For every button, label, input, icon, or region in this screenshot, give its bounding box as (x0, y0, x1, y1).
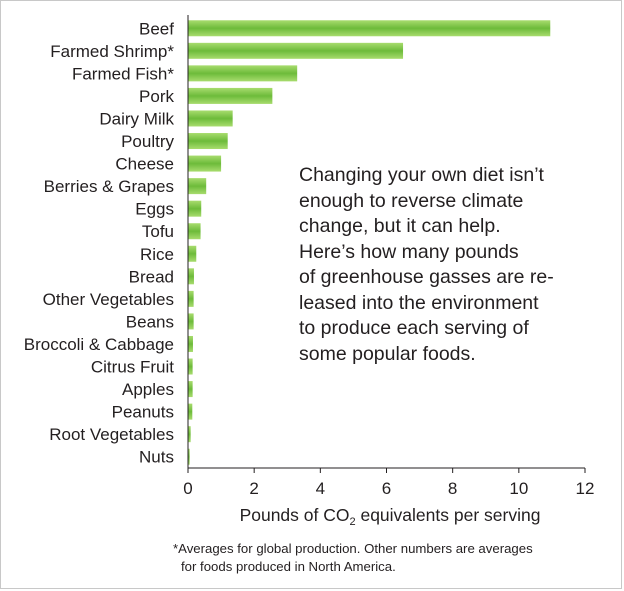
category-label: Apples (122, 380, 174, 399)
bar (188, 403, 193, 420)
footnote: *Averages for global production. Other n… (173, 540, 623, 576)
annotation-text: Changing your own diet isn’t enough to r… (299, 163, 599, 367)
x-tick-label: 4 (316, 479, 325, 498)
annotation-line: Changing your own diet isn’t (299, 164, 544, 186)
bar (188, 133, 228, 150)
x-tick-label: 12 (576, 479, 595, 498)
x-tick-label: 2 (249, 479, 258, 498)
category-label: Pork (139, 87, 174, 106)
category-label: Rice (140, 245, 174, 264)
x-axis-label-pre: Pounds of CO (240, 505, 350, 525)
annotation-line: of greenhouse gasses are re- (299, 266, 554, 288)
bar (188, 426, 191, 443)
bar (188, 335, 193, 352)
category-labels: Beef Farmed Shrimp* Farmed Fish* Pork Dairy … (24, 19, 175, 466)
x-axis-label-post: equivalents per serving (356, 505, 541, 525)
bar (188, 200, 202, 217)
bar (188, 110, 233, 127)
category-label: Tofu (142, 222, 174, 241)
category-label: Dairy Milk (99, 109, 174, 128)
category-label: Citrus Fruit (91, 358, 174, 377)
category-label: Bread (129, 267, 174, 286)
category-label: Berries & Grapes (44, 177, 174, 196)
category-label: Nuts (139, 448, 174, 467)
footnote-line-2: for foods produced in North America. (181, 559, 396, 574)
category-label: Beans (126, 312, 174, 331)
bar (188, 313, 194, 330)
category-label: Farmed Shrimp* (50, 42, 174, 61)
category-label: Poultry (121, 132, 174, 151)
x-tick-label: 10 (509, 479, 528, 498)
bars-group (188, 20, 551, 465)
bar (188, 155, 222, 172)
bar (188, 268, 194, 285)
x-axis-label-sub: 2 (349, 516, 355, 528)
category-label: Farmed Fish* (72, 64, 174, 83)
bar (188, 65, 298, 82)
bar (188, 245, 197, 262)
annotation-line: Here’s how many pounds (299, 240, 519, 263)
bar (188, 178, 207, 195)
annotation-line: some popular foods. (299, 342, 476, 365)
x-tick-label: 0 (183, 479, 192, 498)
category-label: Other Vegetables (43, 290, 174, 309)
x-tick-label: 8 (448, 479, 457, 498)
bar (188, 20, 551, 37)
category-label: Cheese (115, 155, 174, 174)
footnote-line-1: *Averages for global production. Other n… (173, 541, 533, 556)
bar (188, 42, 404, 59)
bar (188, 223, 201, 240)
annotation-line: change, but it can help. (299, 215, 501, 237)
category-label: Root Vegetables (49, 425, 174, 444)
annotation-line: enough to reverse climate (299, 189, 524, 212)
category-label: Beef (139, 19, 174, 38)
x-ticks: 0 2 4 6 8 10 12 (183, 468, 594, 498)
x-tick-label: 6 (382, 479, 391, 498)
category-label: Peanuts (112, 403, 174, 422)
annotation-line: leased into the environment (299, 291, 539, 314)
annotation-line: to produce each serving of (299, 317, 529, 339)
category-label: Broccoli & Cabbage (24, 335, 174, 354)
x-axis-label: Pounds of CO2 equivalents per serving (240, 505, 541, 528)
bar (188, 290, 194, 307)
bar (188, 448, 190, 465)
bar (188, 87, 273, 104)
category-label: Eggs (135, 200, 174, 219)
bar (188, 381, 193, 398)
bar (188, 358, 193, 375)
